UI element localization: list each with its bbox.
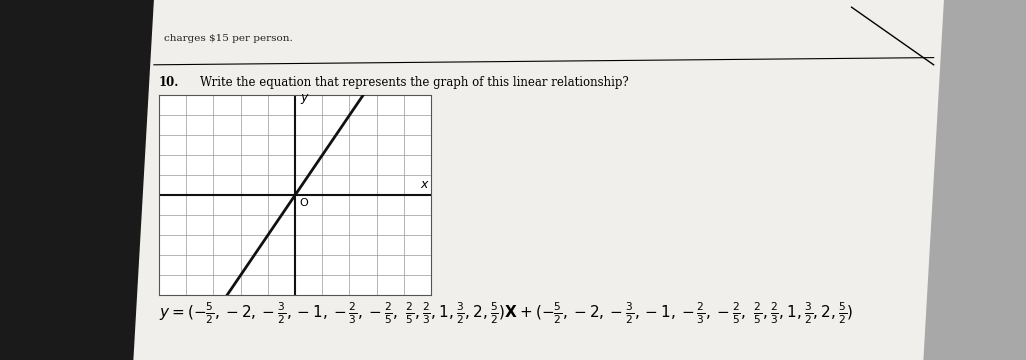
Text: x: x: [420, 178, 428, 191]
Text: O: O: [299, 198, 308, 208]
Text: charges $15 per person.: charges $15 per person.: [164, 34, 292, 43]
Text: 10.: 10.: [159, 76, 180, 89]
Text: Write the equation that represents the graph of this linear relationship?: Write the equation that represents the g…: [200, 76, 629, 89]
Text: $y = (-\frac{5}{2}, -2, -\frac{3}{2}, -1, -\frac{2}{3}, -\frac{2}{5},\ \frac{2}{: $y = (-\frac{5}{2}, -2, -\frac{3}{2}, -1…: [159, 300, 854, 326]
Polygon shape: [185, 0, 1026, 360]
Polygon shape: [0, 0, 226, 360]
Polygon shape: [133, 0, 944, 360]
Text: y: y: [301, 91, 308, 104]
